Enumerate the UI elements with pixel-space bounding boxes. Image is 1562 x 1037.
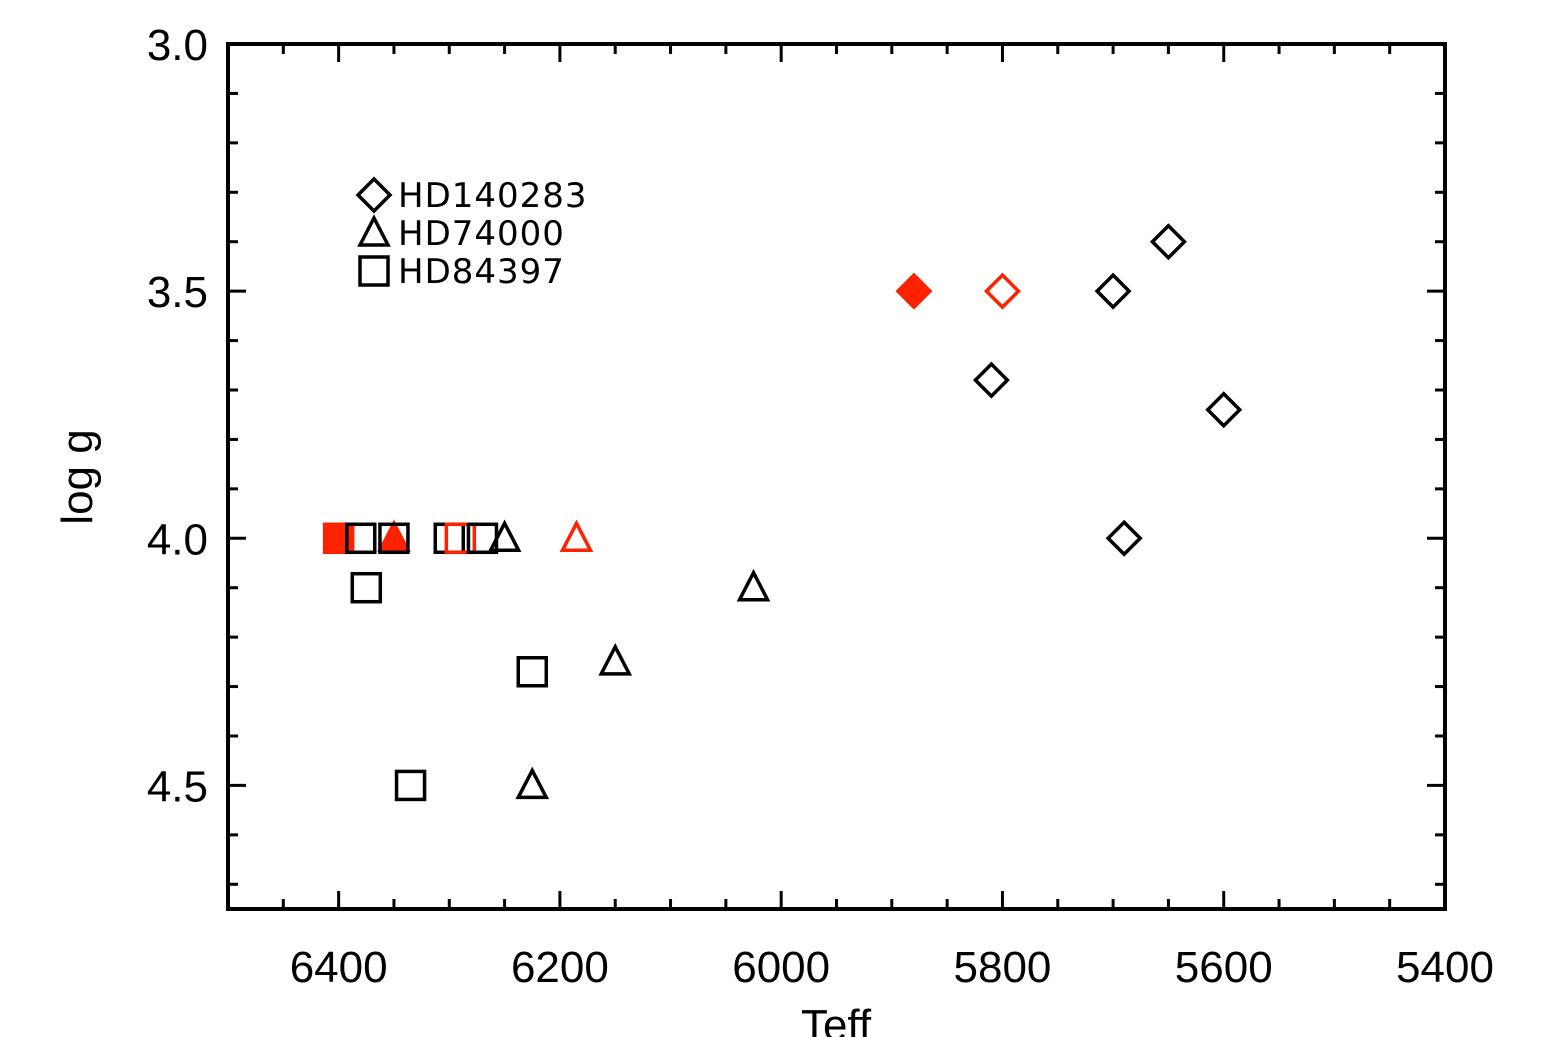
diamond-data-point xyxy=(1094,272,1132,310)
square-data-point xyxy=(378,522,410,555)
legend-label: HD140283 xyxy=(398,176,588,216)
legend-diamond-icon xyxy=(355,176,393,214)
plot-frame xyxy=(226,42,1447,911)
x-tick-label: 5800 xyxy=(954,943,1052,992)
y-tick-label: 4.5 xyxy=(147,762,208,811)
legend-triangle-icon xyxy=(357,214,391,247)
square-data-point xyxy=(433,522,466,555)
y-axis-title: log g xyxy=(53,429,102,524)
triangle-data-point xyxy=(598,643,633,676)
diamond-data-point xyxy=(895,272,933,310)
diamond-data-point xyxy=(1149,223,1187,261)
x-axis-title: Teff xyxy=(801,1001,872,1037)
legend-label: HD74000 xyxy=(398,214,565,254)
y-tick-label: 4.0 xyxy=(147,515,208,564)
square-data-point xyxy=(444,522,477,555)
triangle-data-point xyxy=(736,568,771,602)
diamond-data-point xyxy=(972,361,1010,399)
axis-ticks xyxy=(228,42,1447,909)
diamond-data-point xyxy=(1205,391,1243,429)
x-tick-label: 6200 xyxy=(511,943,609,992)
x-tick-label: 6000 xyxy=(732,943,830,992)
triangle-data-point xyxy=(559,519,594,553)
triangle-data-point xyxy=(377,519,411,553)
y-tick-label: 3.0 xyxy=(147,21,208,70)
legend-square-icon xyxy=(358,255,390,287)
square-data-point xyxy=(350,571,383,604)
x-tick-label: 5400 xyxy=(1396,943,1494,992)
diamond-data-point xyxy=(983,272,1021,310)
data-points xyxy=(322,223,1243,802)
y-tick-label: 3.5 xyxy=(147,268,208,317)
axis-tick-labels: 6400 6200 6000 5800 5600 5400 3.0 3.5 4.0 4.5 xyxy=(147,21,1494,992)
legend-label: HD84397 xyxy=(398,252,565,292)
square-data-point xyxy=(466,522,499,555)
square-data-point xyxy=(516,655,548,688)
x-tick-label: 6400 xyxy=(290,943,388,992)
square-data-point xyxy=(345,522,377,555)
x-tick-label: 5600 xyxy=(1175,943,1273,992)
square-data-point xyxy=(394,769,427,802)
triangle-data-point xyxy=(515,766,550,800)
diamond-data-point xyxy=(1105,519,1143,557)
